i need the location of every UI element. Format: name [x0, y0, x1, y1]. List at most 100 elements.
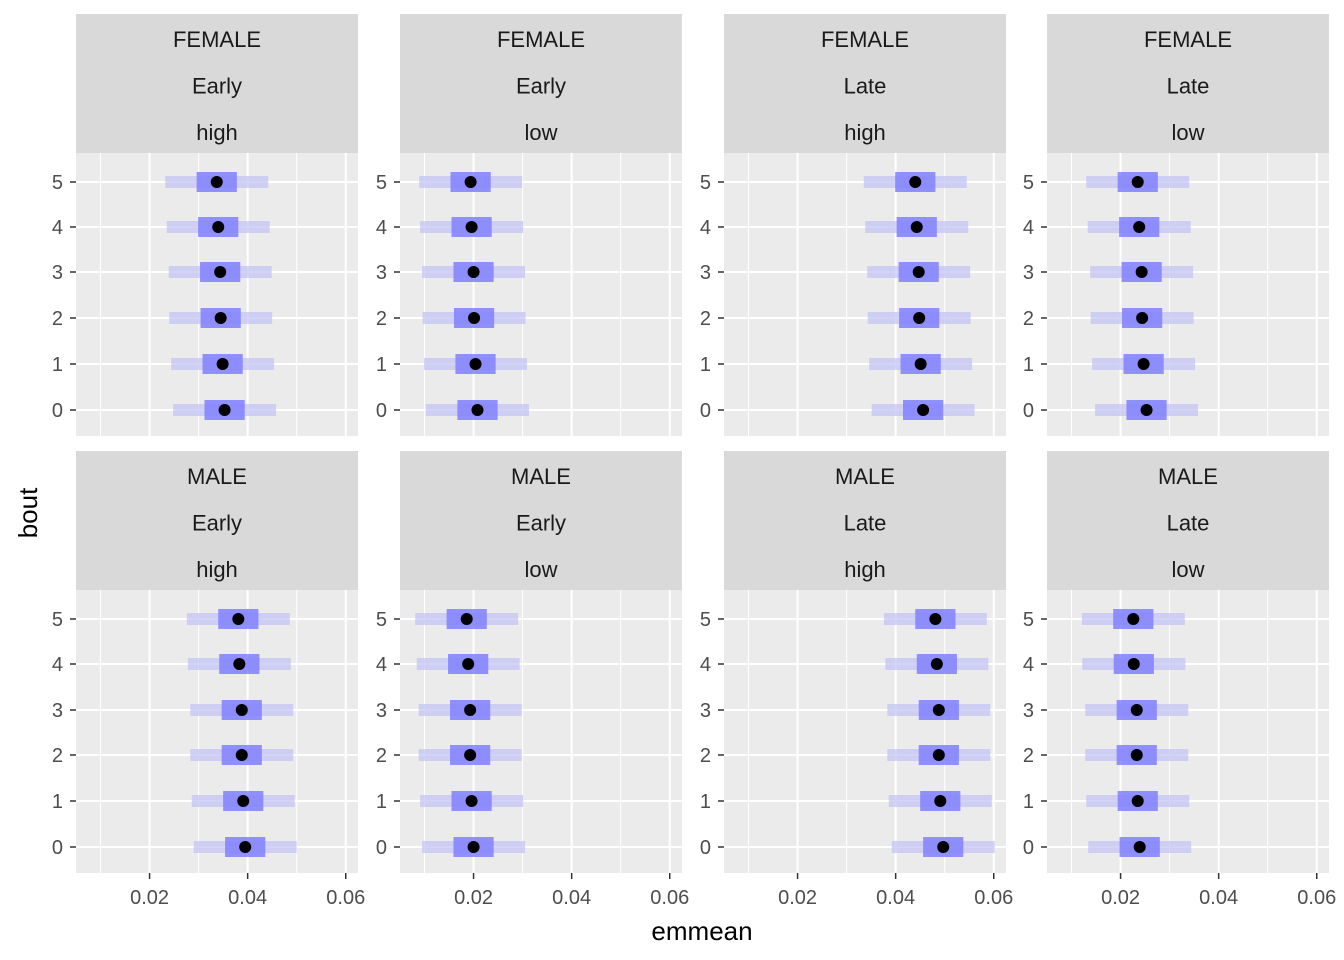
- y-tick-label: 2: [52, 745, 63, 767]
- y-tick-label: 1: [376, 791, 387, 813]
- x-tick-label: 0.04: [876, 887, 915, 909]
- x-tick-label: 0.06: [326, 887, 365, 909]
- facet-panel: FEMALE Early low 0 1 2 3 4 5: [376, 14, 682, 436]
- emmean-point: [468, 312, 481, 324]
- facet-strip-label: MALE: [1158, 464, 1218, 489]
- y-tick-label: 5: [52, 609, 63, 631]
- facet-strip-label: low: [524, 120, 557, 145]
- panel-background: [724, 590, 1006, 873]
- x-axis-title: emmean: [651, 916, 752, 946]
- facet-strip-label: FEMALE: [173, 27, 261, 52]
- y-tick-label: 3: [52, 700, 63, 722]
- emmean-point: [932, 704, 945, 716]
- y-tick-label: 3: [700, 262, 711, 284]
- y-tick-label: 0: [376, 837, 387, 859]
- panel-background: [1047, 153, 1329, 436]
- facet-panel: MALE Early low 0 1 2 3 4 5 0.02 0.04 0.06: [376, 451, 689, 909]
- panel-background: [400, 590, 682, 873]
- y-tick-label: 2: [1023, 308, 1034, 330]
- y-tick-label: 5: [376, 172, 387, 194]
- emmean-point: [1133, 841, 1146, 853]
- emmean-point: [462, 658, 475, 670]
- emmean-point: [934, 795, 947, 807]
- facet-strip-label: high: [844, 120, 886, 145]
- emmean-point: [232, 613, 245, 625]
- facet-strip-label: FEMALE: [497, 27, 585, 52]
- y-tick-label: 0: [1023, 400, 1034, 422]
- facet-strip-label: Early: [192, 511, 242, 536]
- emmean-point: [212, 221, 225, 233]
- y-tick-label: 5: [700, 172, 711, 194]
- emmean-point: [1130, 704, 1143, 716]
- x-tick-label: 0.06: [974, 887, 1013, 909]
- x-tick-label: 0.02: [778, 887, 817, 909]
- y-tick-label: 1: [1023, 791, 1034, 813]
- y-tick-label: 4: [700, 217, 711, 239]
- emmean-point: [467, 266, 480, 278]
- x-tick-label: 0.06: [1297, 887, 1336, 909]
- y-tick-label: 5: [1023, 609, 1034, 631]
- facet-strip-label: Late: [844, 511, 887, 536]
- panel-background: [76, 153, 358, 436]
- emmean-point: [1131, 795, 1144, 807]
- emmean-point: [1137, 358, 1150, 370]
- y-tick-label: 5: [376, 609, 387, 631]
- y-tick-label: 3: [376, 700, 387, 722]
- facet-strip-label: FEMALE: [821, 27, 909, 52]
- emmean-point: [467, 841, 480, 853]
- emmean-point: [910, 221, 923, 233]
- emmean-point: [464, 704, 477, 716]
- y-tick-label: 4: [700, 654, 711, 676]
- emmean-point: [464, 749, 477, 761]
- y-tick-label: 2: [52, 308, 63, 330]
- facet-strip-label: Early: [516, 511, 566, 536]
- emmean-point: [465, 221, 478, 233]
- facet-strip-label: Late: [1167, 74, 1210, 99]
- y-tick-label: 1: [700, 791, 711, 813]
- emmean-point: [216, 358, 229, 370]
- facet-panel: FEMALE Early high 0 1 2 3 4 5: [52, 14, 358, 436]
- facet-strip-label: high: [844, 557, 886, 582]
- y-tick-label: 3: [700, 700, 711, 722]
- emmean-point: [218, 404, 231, 416]
- panel-background: [400, 153, 682, 436]
- emmean-point: [214, 312, 227, 324]
- y-tick-label: 1: [1023, 354, 1034, 376]
- y-axis-title: bout: [13, 487, 43, 538]
- y-tick-label: 1: [376, 354, 387, 376]
- facet-panel: FEMALE Late low 0 1 2 3 4 5: [1023, 14, 1329, 436]
- emmean-point: [917, 404, 930, 416]
- emmean-point: [214, 266, 227, 278]
- emmean-point: [932, 749, 945, 761]
- x-tick-label: 0.02: [1101, 887, 1140, 909]
- emmean-point: [239, 841, 252, 853]
- y-tick-label: 0: [1023, 837, 1034, 859]
- y-tick-label: 5: [1023, 172, 1034, 194]
- emmean-point: [235, 749, 248, 761]
- facet-strip-label: Early: [516, 74, 566, 99]
- facet-strip-label: high: [196, 120, 238, 145]
- x-tick-label: 0.04: [228, 887, 267, 909]
- facet-panel: MALE Late high 0 1 2 3 4 5 0.02 0.04 0.06: [700, 451, 1013, 909]
- y-tick-label: 1: [52, 354, 63, 376]
- y-tick-label: 2: [376, 308, 387, 330]
- facet-panel: FEMALE Late high 0 1 2 3 4 5: [700, 14, 1006, 436]
- emmean-point: [913, 312, 926, 324]
- x-tick-label: 0.04: [552, 887, 591, 909]
- facet-strip-label: MALE: [835, 464, 895, 489]
- y-tick-label: 0: [376, 400, 387, 422]
- y-tick-label: 3: [1023, 262, 1034, 284]
- y-tick-label: 5: [52, 172, 63, 194]
- y-tick-label: 4: [1023, 217, 1034, 239]
- y-tick-label: 3: [376, 262, 387, 284]
- y-tick-label: 0: [700, 837, 711, 859]
- facet-strip: [724, 14, 1006, 153]
- emmean-point: [1133, 221, 1146, 233]
- emmean-point: [1127, 658, 1140, 670]
- facet-strip-label: Late: [1167, 511, 1210, 536]
- facet-strip-label: low: [1171, 557, 1204, 582]
- emmean-point: [930, 658, 943, 670]
- emmean-point: [465, 795, 478, 807]
- facet-strip-label: MALE: [187, 464, 247, 489]
- emmean-point: [1131, 176, 1144, 188]
